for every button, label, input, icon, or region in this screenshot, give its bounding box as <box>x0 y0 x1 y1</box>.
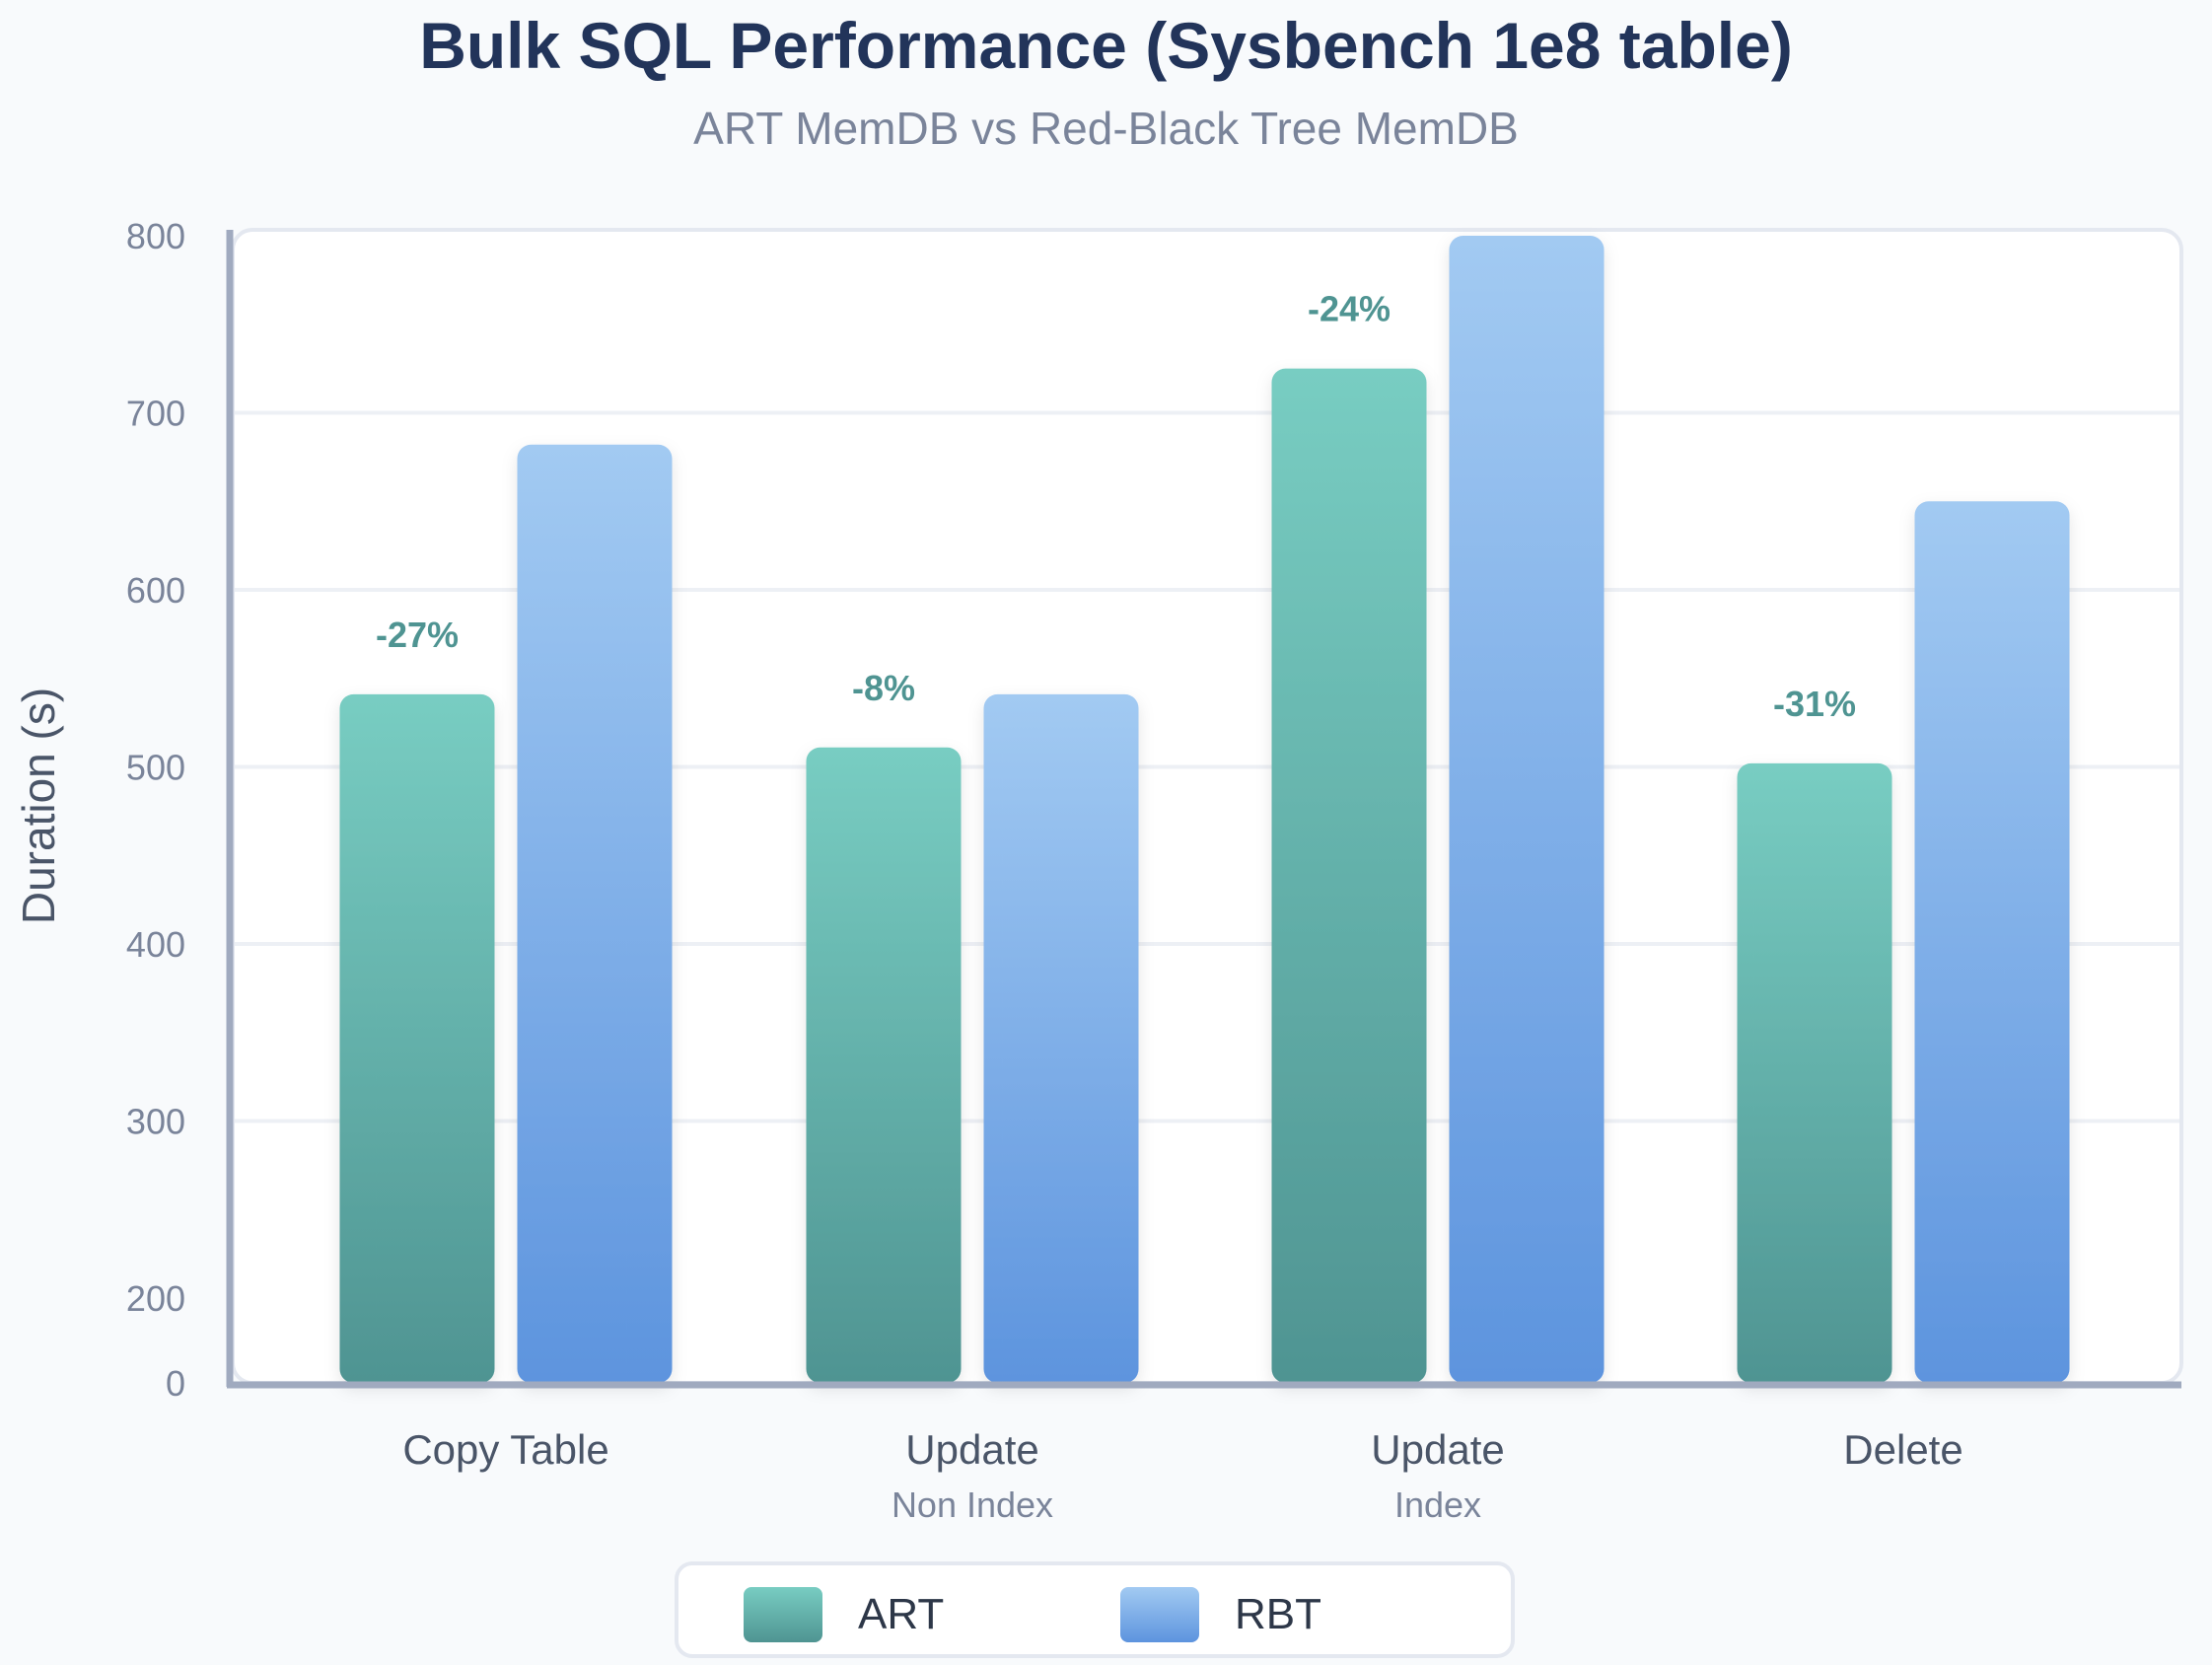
y-tick-label: 700 <box>126 394 185 434</box>
bar-art[interactable] <box>1737 762 1892 1383</box>
bar-art[interactable] <box>806 747 962 1383</box>
delta-label: -24% <box>1308 289 1391 329</box>
x-tick-label: Delete <box>1843 1426 1962 1473</box>
bar-rbt[interactable] <box>517 444 673 1383</box>
y-tick-label: 600 <box>126 570 185 611</box>
legend-item-art[interactable]: ART <box>744 1587 944 1642</box>
legend-swatch-art <box>744 1587 822 1642</box>
legend-swatch-rbt <box>1120 1587 1199 1642</box>
y-tick-label: 500 <box>126 748 185 788</box>
y-tick-label: 0 <box>166 1363 185 1404</box>
x-tick-label: Update <box>905 1426 1038 1473</box>
y-tick-label: 200 <box>126 1278 185 1319</box>
bar-art[interactable] <box>339 693 495 1383</box>
legend: ART RBT <box>675 1561 1515 1658</box>
x-tick-labels: Copy Table Update Non Index Update Index Dele… <box>402 1426 1962 1525</box>
chart-title: Bulk SQL Performance (Sysbench 1e8 table… <box>419 9 1793 82</box>
delta-label: -27% <box>376 615 459 655</box>
x-tick-label: Copy Table <box>402 1426 608 1473</box>
annotations: -27% -8% -24% -31% <box>376 289 1856 724</box>
legend-label-art: ART <box>858 1590 945 1638</box>
x-tick-sublabel: Index <box>1394 1484 1481 1525</box>
legend-label-rbt: RBT <box>1235 1590 1321 1638</box>
legend-item-rbt[interactable]: RBT <box>1120 1587 1321 1642</box>
y-tick-label: 400 <box>126 924 185 965</box>
delta-label: -8% <box>852 668 915 708</box>
y-tick-labels: 0 200 300 400 500 600 700 800 <box>126 216 185 1404</box>
bar-rbt[interactable] <box>983 693 1139 1383</box>
chart-subtitle: ART MemDB vs Red-Black Tree MemDB <box>693 103 1519 154</box>
bar-rbt[interactable] <box>1914 501 2070 1383</box>
delta-label: -31% <box>1773 684 1856 724</box>
bars <box>339 236 2070 1383</box>
x-tick-sublabel: Non Index <box>892 1484 1053 1525</box>
bar-art[interactable] <box>1271 368 1427 1383</box>
y-tick-label: 800 <box>126 216 185 256</box>
y-axis-label: Duration (s) <box>13 688 64 924</box>
x-tick-label: Update <box>1371 1426 1504 1473</box>
y-tick-label: 300 <box>126 1102 185 1142</box>
bar-rbt[interactable] <box>1449 236 1605 1383</box>
